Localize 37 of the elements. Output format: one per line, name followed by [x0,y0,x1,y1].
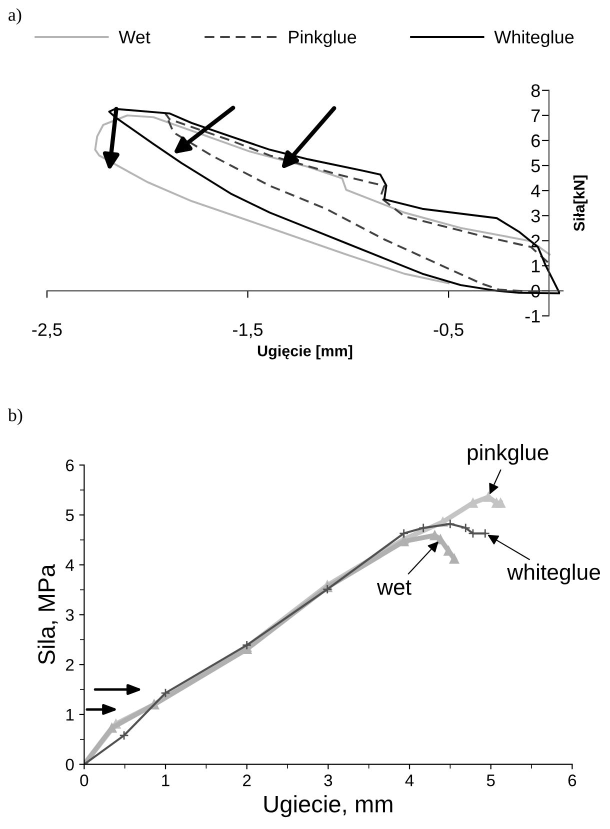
y-tick-label: 0 [66,758,74,771]
y-tick-label: 2 [66,658,74,671]
x-tick-label: -1,5 [233,323,263,338]
y-tick-label: 1 [532,260,540,272]
y-tick-label: 5 [66,510,74,522]
y-tick-label: -1 [525,310,540,322]
y-tick-label: 4 [531,184,540,198]
legend-label: Pinkglue [289,30,356,48]
legend-label: Whiteglue [494,30,574,48]
series-label: whiteglue [507,564,600,584]
text: a) [8,8,22,25]
text: b) [8,408,22,425]
x-tick-label: 1 [162,774,170,786]
y-axis-title: Sila, MPa [38,564,58,664]
x-tick-label: 0 [80,774,88,786]
x-tick-label: -2,5 [32,323,62,338]
legend-label: Wet [118,30,150,44]
y-axis-title: Siła[kN] [573,176,588,232]
y-tick-label: 1 [66,709,74,720]
x-tick-label: 2 [243,774,251,786]
series-label: pinkglue [468,444,548,465]
y-tick-label: 5 [531,160,540,172]
y-tick-label: 7 [532,110,540,122]
y-tick-label: 6 [66,459,74,472]
x-axis-title: Ugiecie, mm [264,795,392,818]
y-tick-label: 8 [531,84,540,98]
x-tick-label: 5 [486,774,495,786]
y-tick-label: 6 [532,134,540,148]
x-axis-title: Ugięcie [mm] [258,345,352,360]
series-label: wet [376,580,412,595]
y-tick-label: 3 [531,210,540,222]
y-tick-label: 4 [66,559,74,571]
x-tick-label: 6 [568,774,576,786]
y-tick-label: 3 [66,609,74,621]
x-tick-label: -0,5 [434,323,464,338]
x-tick-label: 3 [324,774,332,786]
x-tick-label: 4 [405,774,414,786]
